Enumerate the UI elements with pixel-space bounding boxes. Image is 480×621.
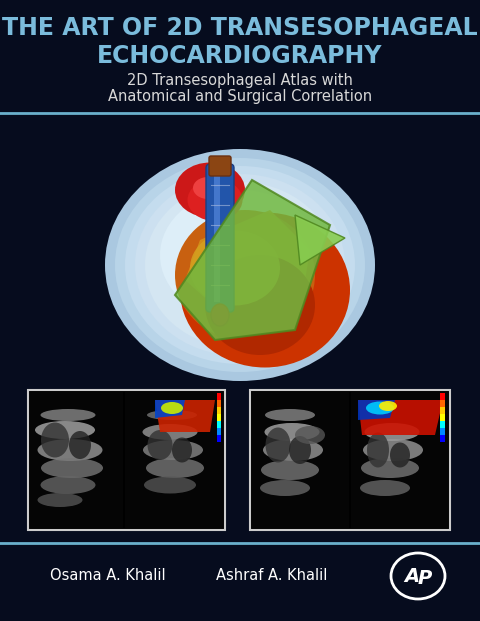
Ellipse shape: [364, 423, 420, 441]
Ellipse shape: [144, 476, 196, 494]
Ellipse shape: [379, 401, 397, 411]
Bar: [217, 400, 221, 407]
Ellipse shape: [69, 431, 91, 459]
Ellipse shape: [190, 230, 280, 306]
Bar: [351, 392, 448, 528]
Ellipse shape: [35, 421, 95, 439]
Bar: [214, 172, 220, 302]
Polygon shape: [155, 400, 215, 432]
Text: A: A: [405, 566, 420, 586]
Ellipse shape: [264, 423, 320, 441]
Bar: [28, 390, 225, 530]
Text: ECHOCARDIOGRAPHY: ECHOCARDIOGRAPHY: [97, 44, 383, 68]
Ellipse shape: [40, 476, 96, 494]
Ellipse shape: [147, 410, 197, 420]
Bar: [217, 435, 221, 442]
Ellipse shape: [360, 480, 410, 496]
Bar: [217, 414, 221, 421]
Ellipse shape: [363, 439, 423, 461]
Ellipse shape: [95, 140, 385, 390]
Ellipse shape: [188, 179, 242, 221]
Text: P: P: [418, 568, 432, 587]
Ellipse shape: [265, 427, 290, 463]
Ellipse shape: [125, 166, 355, 364]
Bar: [440, 393, 445, 400]
Ellipse shape: [160, 190, 320, 320]
Ellipse shape: [37, 493, 83, 507]
Ellipse shape: [263, 439, 323, 461]
Text: Ashraf A. Khalil: Ashraf A. Khalil: [216, 568, 328, 584]
Ellipse shape: [145, 182, 335, 348]
Ellipse shape: [175, 163, 245, 217]
Bar: [440, 414, 445, 421]
Ellipse shape: [175, 210, 315, 340]
Ellipse shape: [146, 458, 204, 478]
Ellipse shape: [366, 402, 394, 414]
Text: 2D Transesophageal Atlas with: 2D Transesophageal Atlas with: [127, 73, 353, 88]
Ellipse shape: [161, 402, 183, 414]
Polygon shape: [358, 400, 395, 420]
Bar: [440, 428, 445, 435]
Bar: [440, 421, 445, 428]
Bar: [440, 435, 445, 442]
Ellipse shape: [147, 430, 172, 460]
Bar: [217, 393, 221, 400]
Text: THE ART OF 2D TRANSESOPHAGEAL: THE ART OF 2D TRANSESOPHAGEAL: [2, 16, 478, 40]
Ellipse shape: [115, 158, 365, 372]
Ellipse shape: [295, 426, 325, 444]
Ellipse shape: [367, 432, 389, 468]
Ellipse shape: [193, 177, 223, 199]
Ellipse shape: [361, 458, 419, 478]
Polygon shape: [295, 215, 345, 265]
Bar: [252, 392, 349, 528]
Bar: [440, 400, 445, 407]
Bar: [217, 407, 221, 414]
Ellipse shape: [37, 439, 103, 461]
Polygon shape: [185, 210, 310, 320]
Bar: [217, 421, 221, 428]
Bar: [217, 428, 221, 435]
Ellipse shape: [41, 422, 69, 458]
Text: Osama A. Khalil: Osama A. Khalil: [50, 568, 166, 584]
Ellipse shape: [260, 480, 310, 496]
Ellipse shape: [172, 438, 192, 463]
Ellipse shape: [180, 212, 350, 368]
Text: Anatomical and Surgical Correlation: Anatomical and Surgical Correlation: [108, 89, 372, 104]
Ellipse shape: [205, 255, 315, 355]
Ellipse shape: [390, 443, 410, 468]
Bar: [30, 392, 123, 528]
Bar: [125, 392, 223, 528]
Ellipse shape: [211, 304, 229, 326]
Ellipse shape: [143, 440, 203, 460]
Polygon shape: [358, 400, 443, 435]
Ellipse shape: [289, 436, 311, 464]
Polygon shape: [155, 400, 185, 418]
Ellipse shape: [41, 458, 103, 478]
Ellipse shape: [105, 149, 375, 381]
FancyBboxPatch shape: [206, 164, 234, 312]
FancyBboxPatch shape: [209, 156, 231, 176]
Ellipse shape: [261, 460, 319, 480]
Ellipse shape: [40, 409, 96, 421]
Polygon shape: [175, 180, 330, 340]
Ellipse shape: [143, 424, 197, 440]
Ellipse shape: [135, 174, 345, 356]
Bar: [440, 407, 445, 414]
Bar: [250, 390, 450, 530]
Ellipse shape: [265, 409, 315, 421]
